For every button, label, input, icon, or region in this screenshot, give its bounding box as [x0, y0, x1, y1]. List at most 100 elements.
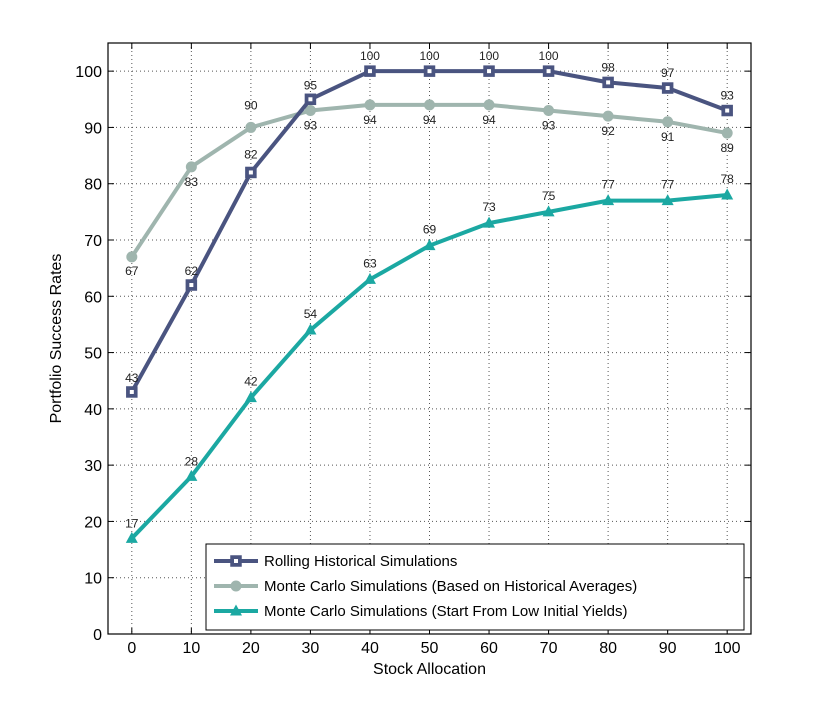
data-label-s2-2: 42: [244, 375, 258, 389]
series-0-point-5-inner: [427, 69, 432, 74]
data-label-s0-5: 100: [419, 49, 439, 63]
x-tick-label: 60: [480, 640, 498, 657]
data-label-s1-3: 93: [304, 119, 318, 133]
series-0-point-8-inner: [606, 80, 611, 85]
data-label-s2-4: 63: [363, 256, 377, 270]
series-2-point-10: [721, 188, 734, 200]
data-label-s0-0: 43: [125, 371, 139, 385]
series-2-point-9: [661, 194, 674, 206]
series-0-point-7-inner: [546, 69, 551, 74]
data-label-s2-5: 69: [423, 223, 437, 237]
data-label-s0-3: 95: [304, 78, 318, 92]
series-2-point-3: [304, 323, 317, 335]
legend-marker-0-inner: [234, 559, 238, 563]
series-1-point-8: [602, 110, 614, 122]
x-tick-label: 40: [361, 640, 379, 657]
data-label-s2-10: 78: [721, 172, 735, 186]
data-label-s0-4: 100: [360, 49, 380, 63]
data-label-s2-0: 17: [125, 516, 139, 530]
data-label-s2-7: 75: [542, 189, 556, 203]
data-label-s0-1: 62: [185, 264, 199, 278]
data-label-s2-1: 28: [185, 454, 199, 468]
data-label-s2-6: 73: [482, 200, 496, 214]
x-tick-label: 90: [659, 640, 677, 657]
series-0-point-0-inner: [129, 389, 134, 394]
series-0-point-4-inner: [367, 69, 372, 74]
y-tick-label: 10: [84, 571, 102, 588]
series-1-point-10: [721, 127, 733, 139]
series-2-point-8: [602, 194, 615, 206]
series-0-point-1-inner: [189, 283, 194, 288]
legend-label-0: Rolling Historical Simulations: [264, 553, 457, 570]
series-2-point-0: [125, 531, 138, 543]
series-layer: [125, 65, 734, 543]
x-tick-label: 80: [599, 640, 617, 657]
series-1-point-6: [483, 99, 495, 111]
data-label-s1-4: 94: [363, 113, 377, 127]
y-tick-label: 0: [93, 627, 102, 644]
series-1-point-2: [245, 121, 257, 133]
series-0-point-3-inner: [308, 97, 313, 102]
series-0-point-6-inner: [487, 69, 492, 74]
legend-label-1: Monte Carlo Simulations (Based on Histor…: [264, 578, 637, 595]
series-2-point-7: [542, 205, 555, 217]
data-label-s0-8: 98: [601, 60, 615, 74]
y-tick-label: 50: [84, 346, 102, 363]
data-label-s1-6: 94: [482, 113, 496, 127]
series-0-point-10-inner: [725, 108, 730, 113]
x-tick-label: 20: [242, 640, 260, 657]
series-2-point-6: [483, 216, 496, 228]
axis-ticks: 0 10 20 30 40 50 60 70 80 90 100 0 10 20 30 40 50 60 70 80 9…: [75, 43, 751, 657]
data-label-s2-8: 77: [601, 178, 615, 192]
y-tick-label: 90: [84, 120, 102, 137]
data-labels: 43 62 82 95 100 100 100 100 98 97 93 67 83 90 93 94 94 94…: [125, 49, 734, 530]
series-0: [126, 65, 733, 398]
x-axis-title: Stock Allocation: [373, 661, 486, 678]
x-tick-label: 70: [540, 640, 558, 657]
series-1-point-0: [126, 251, 138, 263]
series-1-point-9: [662, 116, 674, 128]
y-tick-label: 80: [84, 177, 102, 194]
data-label-s1-5: 94: [423, 113, 437, 127]
legend-box: [205, 543, 745, 631]
data-label-s1-8: 92: [601, 124, 615, 138]
series-2-point-5: [423, 239, 436, 251]
data-label-s0-9: 97: [661, 66, 675, 80]
y-axis-title: Portfolio Success Rates: [48, 254, 65, 424]
x-tick-label: 0: [127, 640, 136, 657]
data-label-s2-3: 54: [304, 307, 318, 321]
y-tick-label: 100: [75, 64, 102, 81]
data-label-s0-10: 93: [721, 89, 735, 103]
y-tick-label: 60: [84, 289, 102, 306]
series-1: [126, 99, 733, 263]
x-tick-label: 100: [714, 640, 741, 657]
x-tick-label: 10: [182, 640, 200, 657]
data-label-s1-2: 90: [244, 98, 258, 112]
legend-marker-1: [230, 580, 242, 592]
y-tick-label: 40: [84, 402, 102, 419]
series-0-point-2-inner: [248, 170, 253, 175]
series-1-point-1: [185, 161, 197, 173]
series-1-point-3: [304, 105, 316, 117]
legend-marker-2: [230, 604, 242, 616]
series-1-point-7: [543, 105, 555, 117]
series-0-point-9-inner: [665, 86, 670, 91]
data-label-s1-9: 91: [661, 130, 675, 144]
data-label-s2-9: 77: [661, 178, 675, 192]
data-label-s0-7: 100: [539, 49, 559, 63]
legend-label-2: Monte Carlo Simulations (Start From Low …: [264, 603, 627, 620]
data-label-s1-1: 83: [185, 175, 199, 189]
legend: Rolling Historical Simulations Monte Carl…: [205, 543, 745, 631]
data-label-s1-0: 67: [125, 264, 139, 278]
series-1-point-4: [364, 99, 376, 111]
data-label-s0-6: 100: [479, 49, 499, 63]
series-2-point-1: [185, 469, 198, 481]
y-tick-label: 20: [84, 514, 102, 531]
series-1-point-5: [424, 99, 435, 111]
data-label-s0-2: 82: [244, 147, 258, 161]
y-tick-label: 30: [84, 458, 102, 475]
series-2-point-2: [244, 391, 257, 403]
data-label-s1-7: 93: [542, 119, 556, 133]
series-2-point-4: [363, 272, 376, 284]
